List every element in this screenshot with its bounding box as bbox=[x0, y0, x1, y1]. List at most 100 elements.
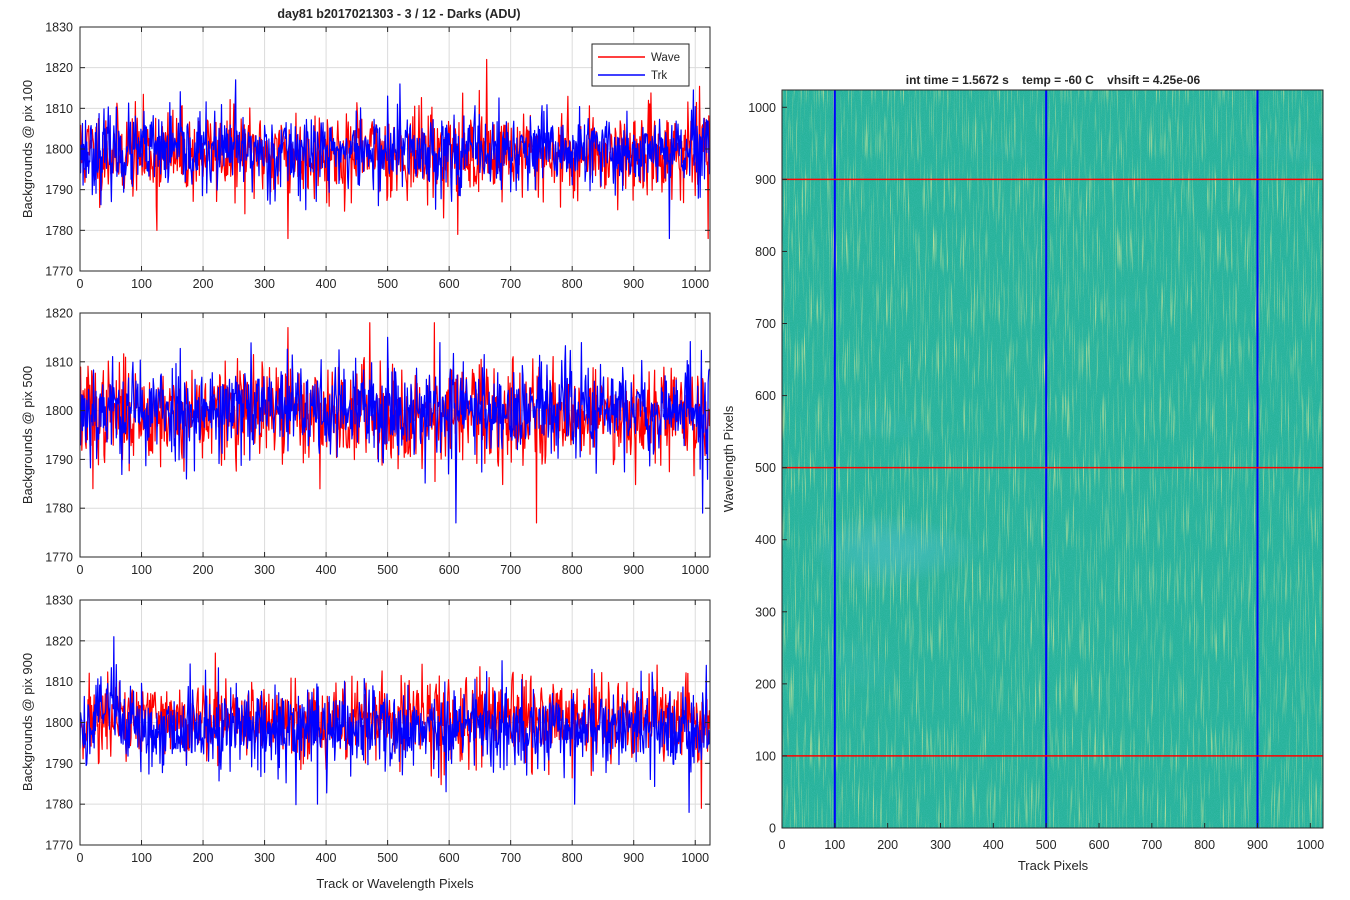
y-tick-label: 1810 bbox=[45, 355, 73, 369]
series-lines bbox=[80, 636, 710, 813]
y-tick-label: 1820 bbox=[45, 307, 73, 321]
x-tick-label: 900 bbox=[623, 851, 644, 865]
x-tick-label: 500 bbox=[377, 851, 398, 865]
x-tick-label: 200 bbox=[193, 277, 214, 291]
x-tick-label: 300 bbox=[930, 838, 951, 852]
x-tick-label: 700 bbox=[500, 851, 521, 865]
y-tick-label: 200 bbox=[755, 677, 776, 691]
x-tick-label: 1000 bbox=[1296, 838, 1324, 852]
x-tick-label: 900 bbox=[623, 563, 644, 577]
x-tick-label: 0 bbox=[77, 563, 84, 577]
x-tick-label: 100 bbox=[131, 851, 152, 865]
series-line-trk bbox=[80, 636, 710, 813]
y-tick-label: 1790 bbox=[45, 453, 73, 467]
series-lines bbox=[80, 322, 710, 524]
x-tick-label: 300 bbox=[254, 277, 275, 291]
heatmap-title: int time = 1.5672 s temp = -60 C vhsift … bbox=[906, 73, 1201, 87]
x-tick-label: 500 bbox=[1036, 838, 1057, 852]
x-tick-label: 0 bbox=[77, 277, 84, 291]
x-tick-label: 0 bbox=[779, 838, 786, 852]
dark-frame-heatmap: int time = 1.5672 s temp = -60 C vhsift … bbox=[721, 73, 1324, 873]
heatmap-frame bbox=[781, 89, 1324, 829]
x-tick-label: 800 bbox=[1194, 838, 1215, 852]
marker-lines bbox=[782, 90, 1323, 828]
y-tick-label: 1830 bbox=[45, 21, 73, 35]
x-tick-label: 600 bbox=[439, 277, 460, 291]
y-tick-label: 1790 bbox=[45, 757, 73, 771]
line-plot-pix-900: 0 100 200 300 400 500 600 700 800 900 1000 1770 1780… bbox=[20, 594, 711, 891]
heatmap-grain bbox=[782, 90, 1323, 828]
x-tick-label: 1000 bbox=[681, 277, 709, 291]
series-line-trk bbox=[80, 336, 710, 524]
y-axis-label: Wavelength Pixels bbox=[721, 405, 736, 512]
x-tick-label: 100 bbox=[131, 277, 152, 291]
y-tick-label: 0 bbox=[769, 822, 776, 836]
x-tick-label: 600 bbox=[439, 563, 460, 577]
x-axis-label: Track Pixels bbox=[1018, 858, 1089, 873]
y-tick-label: 400 bbox=[755, 533, 776, 547]
x-tick-label: 1000 bbox=[681, 851, 709, 865]
y-tick-label: 1000 bbox=[748, 101, 776, 115]
axis-ticks: 0 100 200 300 400 500 600 700 800 900 1000 1770 1780… bbox=[45, 594, 710, 865]
x-tick-label: 800 bbox=[562, 563, 583, 577]
y-tick-label: 100 bbox=[755, 749, 776, 763]
y-tick-label: 800 bbox=[755, 245, 776, 259]
y-tick-label: 1820 bbox=[45, 61, 73, 75]
y-tick-label: 600 bbox=[755, 389, 776, 403]
x-tick-label: 100 bbox=[131, 563, 152, 577]
axis-ticks: 0 100 200 300 400 500 600 700 800 900 1000 1770 1780… bbox=[45, 307, 710, 577]
x-tick-label: 600 bbox=[439, 851, 460, 865]
figure-title: day81 b2017021303 - 3 / 12 - Darks (ADU) bbox=[277, 7, 520, 21]
x-tick-label: 400 bbox=[316, 277, 337, 291]
x-tick-label: 600 bbox=[1089, 838, 1110, 852]
y-tick-label: 1800 bbox=[45, 143, 73, 157]
legend-label-trk: Trk bbox=[651, 70, 667, 82]
y-tick-label: 1780 bbox=[45, 224, 73, 238]
x-tick-label: 900 bbox=[623, 277, 644, 291]
x-tick-label: 200 bbox=[193, 851, 214, 865]
x-tick-label: 700 bbox=[1141, 838, 1162, 852]
x-tick-label: 800 bbox=[562, 851, 583, 865]
y-tick-label: 1830 bbox=[45, 594, 73, 608]
x-tick-label: 500 bbox=[377, 563, 398, 577]
y-tick-label: 1810 bbox=[45, 102, 73, 116]
x-tick-label: 700 bbox=[500, 277, 521, 291]
y-tick-label: 1800 bbox=[45, 404, 73, 418]
y-tick-label: 700 bbox=[755, 317, 776, 331]
x-tick-label: 900 bbox=[1247, 838, 1268, 852]
x-tick-label: 500 bbox=[377, 277, 398, 291]
x-tick-label: 400 bbox=[316, 851, 337, 865]
x-tick-label: 200 bbox=[877, 838, 898, 852]
x-tick-label: 400 bbox=[316, 563, 337, 577]
legend-box bbox=[591, 43, 690, 87]
x-tick-label: 200 bbox=[193, 563, 214, 577]
x-axis-label: Track or Wavelength Pixels bbox=[316, 876, 474, 891]
axis-ticks: 0 100 200 300 400 500 600 700 800 900 1000 0 100 200 3… bbox=[748, 101, 1324, 852]
x-tick-label: 300 bbox=[254, 851, 275, 865]
y-tick-label: 300 bbox=[755, 605, 776, 619]
y-tick-label: 1820 bbox=[45, 634, 73, 648]
y-tick-label: 1780 bbox=[45, 798, 73, 812]
plot-frame bbox=[79, 312, 711, 558]
x-tick-label: 400 bbox=[983, 838, 1004, 852]
y-tick-label: 1810 bbox=[45, 675, 73, 689]
x-tick-label: 100 bbox=[824, 838, 845, 852]
y-tick-label: 1800 bbox=[45, 716, 73, 730]
y-axis-label: Backgrounds @ pix 500 bbox=[20, 366, 35, 504]
y-axis-label: Backgrounds @ pix 100 bbox=[20, 80, 35, 218]
line-plot-pix-500: 0 100 200 300 400 500 600 700 800 900 1000 1770 1780… bbox=[20, 307, 711, 577]
series-line-trk bbox=[80, 79, 710, 240]
y-axis-label: Backgrounds @ pix 900 bbox=[20, 653, 35, 791]
y-tick-label: 500 bbox=[755, 461, 776, 475]
legend: Wave Trk bbox=[591, 43, 690, 87]
y-tick-label: 1790 bbox=[45, 183, 73, 197]
x-tick-label: 800 bbox=[562, 277, 583, 291]
x-tick-label: 1000 bbox=[681, 563, 709, 577]
axis-ticks: 0 100 200 300 400 500 600 700 800 900 1000 1770 1780… bbox=[45, 21, 710, 291]
x-tick-label: 300 bbox=[254, 563, 275, 577]
x-tick-label: 700 bbox=[500, 563, 521, 577]
line-plot-pix-100: 0 100 200 300 400 500 600 700 800 900 1000 1770 1780… bbox=[20, 21, 711, 291]
y-tick-label: 1770 bbox=[45, 839, 73, 853]
legend-label-wave: Wave bbox=[651, 52, 680, 64]
y-tick-label: 1770 bbox=[45, 551, 73, 565]
